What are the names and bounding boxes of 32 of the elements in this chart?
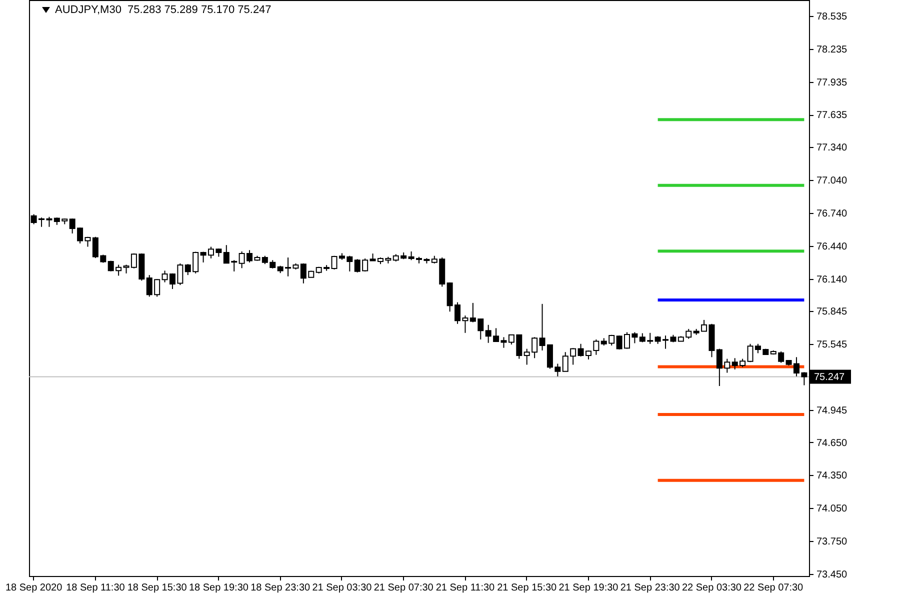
y-tick-label: 77.040 — [816, 176, 848, 186]
x-tick-label: 18 Sep 2020 — [5, 582, 63, 594]
y-tick-label: 78.235 — [816, 44, 848, 56]
x-tick-label: 21 Sep 11:30 — [436, 582, 496, 594]
y-tick-label: 75.545 — [816, 340, 848, 351]
x-tick-label: 22 Sep 07:30 — [744, 582, 804, 594]
y-tick-label: 73.450 — [816, 570, 848, 581]
x-tick-label: 21 Sep 15:30 — [497, 582, 558, 594]
y-tick-label: 73.750 — [816, 536, 848, 548]
x-tick-label: 18 Sep 23:30 — [250, 582, 311, 594]
x-tick-label: 21 Sep 19:30 — [558, 582, 619, 594]
x-tick-label: 21 Sep 03:30 — [312, 582, 372, 594]
y-tick-label: 78.535 — [816, 11, 848, 22]
y-tick-label: 75.845 — [816, 306, 848, 318]
x-tick-label: 18 Sep 11:30 — [66, 582, 126, 594]
y-tick-label: 76.440 — [816, 241, 848, 252]
y-tick-label: 74.050 — [816, 504, 848, 515]
y-tick-label: 74.650 — [816, 438, 848, 449]
y-tick-label: 76.740 — [816, 208, 848, 220]
x-tick-label: 21 Sep 23:30 — [620, 582, 680, 594]
y-tick-label: 77.340 — [816, 142, 848, 154]
y-tick-label: 77.635 — [816, 110, 848, 122]
x-tick-label: 21 Sep 07:30 — [374, 582, 434, 594]
x-tick-label: 18 Sep 19:30 — [188, 582, 249, 594]
y-tick-label: 74.945 — [816, 405, 848, 416]
x-tick-label: 18 Sep 15:30 — [127, 582, 188, 594]
y-tick-label: 74.350 — [816, 470, 848, 482]
x-tick-label: 22 Sep 03:30 — [682, 582, 742, 594]
chart-title: AUDJPY,M30 75.283 75.289 75.170 75.247 — [55, 4, 272, 16]
y-tick-label: 76.140 — [816, 274, 848, 286]
ref-line-label: 75.247 — [814, 372, 846, 383]
y-tick-label: 77.935 — [816, 77, 848, 88]
